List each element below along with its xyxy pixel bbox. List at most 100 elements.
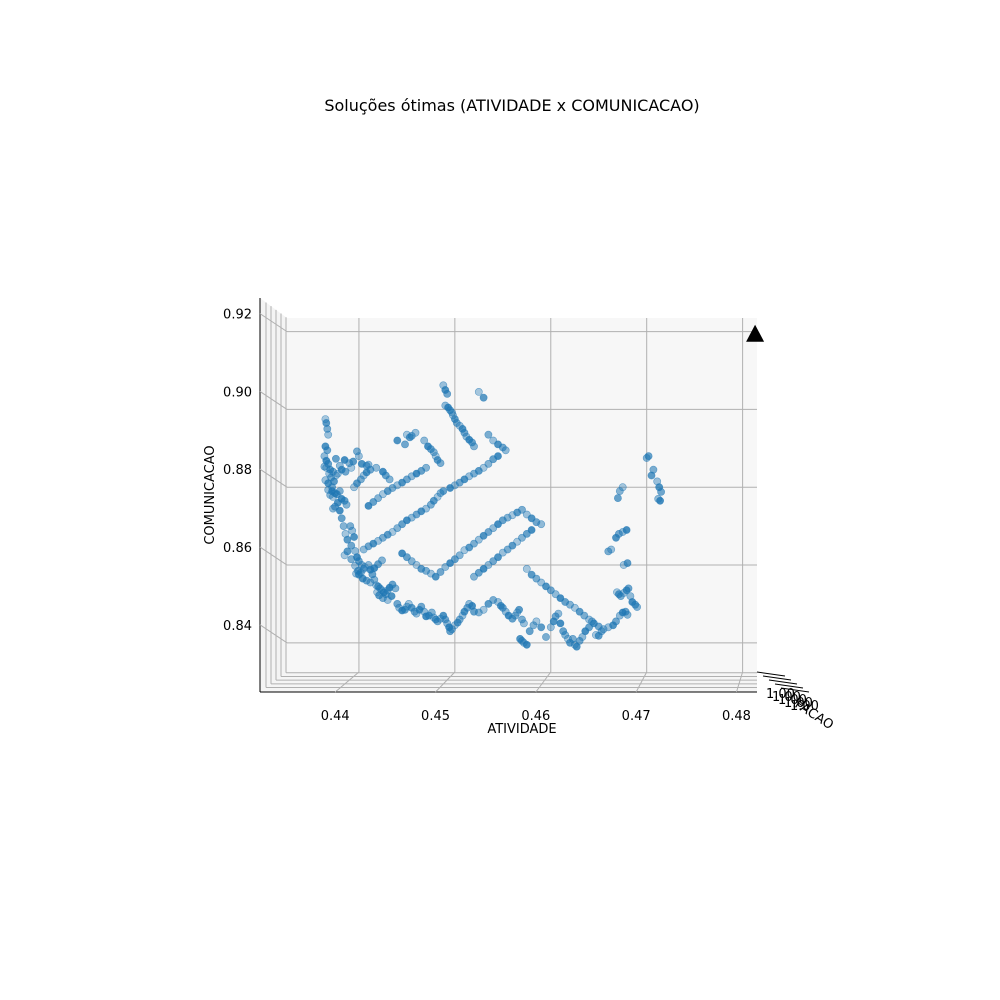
scatter-point (401, 440, 409, 449)
scatter-point (436, 568, 445, 576)
x-tick-label: 0.46 (521, 709, 550, 724)
x-grid-floor (334, 671, 360, 693)
y-grid-wall (259, 546, 288, 566)
z-tick-mark (768, 679, 798, 685)
scatter-point (642, 454, 651, 462)
x-tick-label: 0.44 (321, 709, 350, 724)
y-ticks: 0.84 0.86 0.88 0.90 0.92 (223, 308, 252, 634)
scatter-point (378, 556, 386, 565)
scatter-point (489, 596, 498, 604)
scatter-point (422, 463, 430, 472)
x-grid-floor (435, 671, 456, 693)
y-grid-wall (259, 624, 288, 644)
scatter-point (429, 448, 438, 457)
y-tick-label: 0.90 (223, 385, 252, 400)
scatter-point (612, 617, 620, 626)
chart-title: Soluções ótimas (ATIVIDADE x COMUNICACAO… (324, 96, 699, 115)
scatter-point (657, 487, 665, 496)
scatter-point (448, 625, 456, 634)
scatter-point (633, 603, 641, 611)
scatter-point (498, 603, 507, 612)
scatter-point (532, 617, 541, 626)
scatter-point (452, 419, 461, 427)
scatter-point (537, 520, 546, 529)
z-tick-label: 1.00 (766, 687, 795, 702)
y-tick-label: 0.84 (223, 619, 252, 634)
scatter-point (443, 389, 452, 398)
scatter-point (388, 484, 397, 492)
scatter-point (614, 494, 622, 502)
scatter-point (422, 567, 430, 575)
y-grid-wall (259, 391, 288, 410)
scatter-point (503, 545, 512, 554)
scatter-point (325, 469, 334, 478)
scatter-point (324, 430, 333, 439)
scatter-point (607, 545, 616, 554)
scatter-point (446, 484, 454, 492)
y-grid-wall (259, 468, 288, 488)
scatter-point (470, 442, 478, 451)
scatter-point (656, 496, 664, 505)
scatter-point (387, 592, 396, 600)
scatter-point (378, 594, 387, 602)
scatter-point (479, 393, 488, 402)
scatter-point (337, 514, 346, 523)
scatter-point (343, 547, 352, 556)
back-pane (287, 318, 757, 672)
scatter-point (470, 469, 478, 478)
scatter-point (455, 615, 464, 624)
scatter-point (331, 454, 340, 463)
scatter-point (366, 465, 375, 474)
scatter-point (623, 610, 632, 619)
scatter-point (350, 533, 358, 541)
scatter-point (474, 608, 483, 617)
axis-panes (259, 298, 757, 693)
scatter-point (622, 526, 631, 534)
scatter-point (575, 637, 584, 645)
scatter-point (342, 500, 351, 509)
scatter-point (346, 522, 355, 530)
scatter-point (391, 584, 400, 593)
scatter-point (335, 487, 344, 495)
scatter-point (339, 522, 348, 530)
scatter-point (427, 608, 436, 617)
scatter-point (412, 510, 421, 519)
z-tick-label: 1.00 (772, 690, 801, 705)
scatter-point (460, 428, 469, 437)
scatter-point (554, 609, 563, 618)
scatter-point (385, 475, 394, 484)
scatter-point (362, 576, 371, 585)
scatter-point (354, 452, 363, 460)
scatter-point (599, 625, 608, 634)
scatter-point (503, 513, 512, 522)
y-axis-label: COMUNICACAO (203, 445, 218, 544)
scatter-point (525, 627, 534, 636)
scatter-point (522, 565, 531, 573)
x-ticks: 0.44 0.45 0.46 0.47 0.48 (321, 709, 751, 724)
scatter-point (455, 551, 464, 560)
z-ticks: 1.001.001.001.001.00 (756, 671, 819, 714)
scatter-point (329, 504, 337, 513)
z-tick-mark (762, 675, 792, 681)
x-grid-floor (735, 671, 744, 693)
scatter-point (518, 615, 526, 624)
scatter-point (594, 622, 603, 631)
scatter-point (420, 436, 429, 445)
scatter-point (372, 463, 381, 472)
x-tick-label: 0.47 (622, 709, 651, 724)
z-tick-label: 1.00 (784, 696, 813, 711)
scatter-point (615, 487, 624, 495)
scatter-point (402, 475, 411, 484)
scatter-point (455, 478, 464, 487)
marker-layer (746, 324, 765, 342)
scatter-point (411, 428, 420, 437)
scatter-point (359, 545, 368, 554)
scatter-point (349, 457, 358, 466)
scatter-point (615, 530, 623, 538)
y-tick-label: 0.86 (223, 541, 252, 556)
scatter-point (618, 483, 627, 492)
pane-steps (265, 302, 757, 689)
scatter-point (327, 473, 335, 482)
